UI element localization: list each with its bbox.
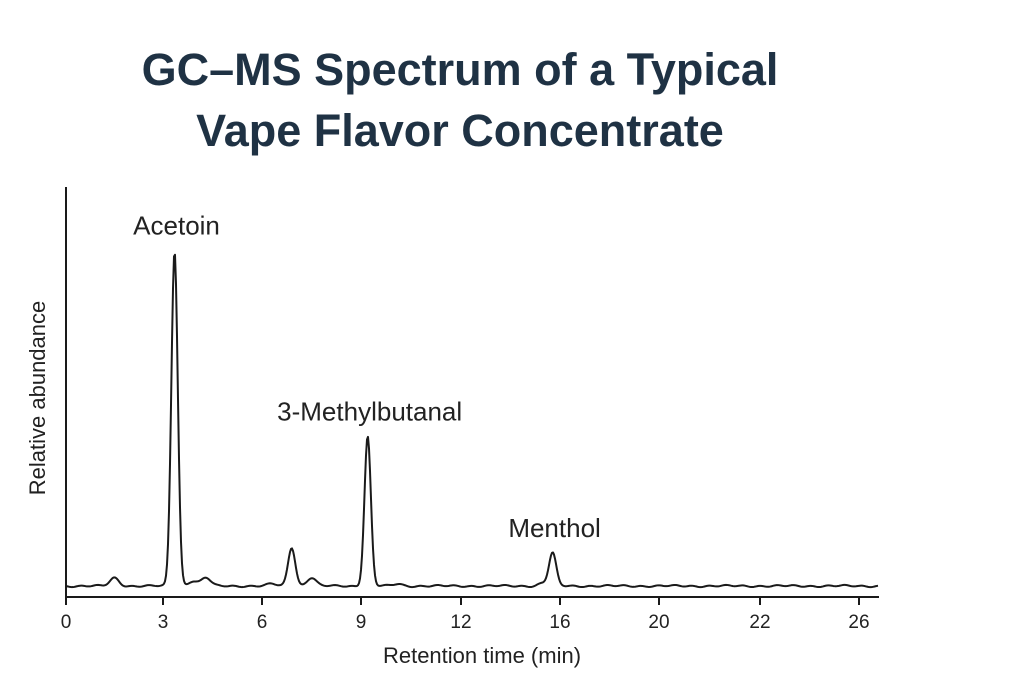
x-tick-label: 6 [257, 612, 268, 633]
peak-label: Acetoin [133, 211, 220, 241]
x-axis-label: Retention time (min) [383, 643, 581, 668]
x-tick-label: 22 [749, 612, 770, 633]
x-tick-label: 16 [549, 612, 570, 633]
peak-label: Menthol [508, 513, 601, 543]
peak-label: 3-Methylbutanal [277, 396, 462, 426]
chart-title-line-1: GC–MS Spectrum of a Typical [141, 44, 779, 95]
x-tick-label: 12 [450, 612, 471, 633]
y-axis-label: Relative abundance [25, 301, 50, 495]
chromatogram-trace [65, 253, 879, 589]
x-tick-label: 20 [648, 612, 669, 633]
x-tick-label: 9 [356, 612, 367, 633]
x-tick-label: 3 [158, 612, 169, 633]
x-tick-label: 26 [848, 612, 869, 633]
x-tick-label: 0 [61, 612, 72, 633]
chart-title-line-2: Vape Flavor Concentrate [196, 105, 724, 156]
